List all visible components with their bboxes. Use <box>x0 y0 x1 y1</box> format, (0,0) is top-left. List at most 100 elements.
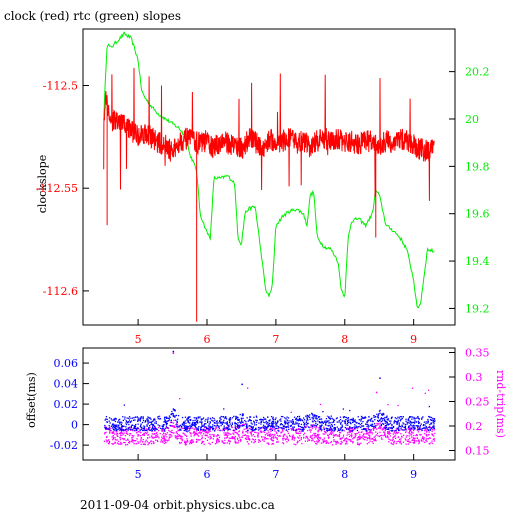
rnd-trip-point <box>271 434 273 436</box>
rnd-trip-point <box>388 438 390 440</box>
offset-point <box>119 426 121 429</box>
rnd-trip-point <box>372 429 375 431</box>
offset-point <box>347 418 349 420</box>
offset-point <box>268 420 270 422</box>
rnd-trip-point <box>407 439 409 441</box>
rnd-trip-point <box>379 428 381 430</box>
rnd-trip-point <box>327 437 330 439</box>
rnd-trip-point <box>229 437 232 440</box>
offset-point <box>282 416 284 418</box>
offset-point <box>428 426 430 429</box>
rnd-trip-point <box>241 424 244 426</box>
offset-point <box>150 421 153 423</box>
right-tick-label: 19.4 <box>465 255 490 268</box>
rnd-trip-point <box>108 442 110 444</box>
offset-point <box>263 418 265 420</box>
rnd-trip-point <box>422 436 424 438</box>
offset-point <box>221 423 223 425</box>
offset-point <box>253 416 255 418</box>
offset-point <box>311 420 314 422</box>
offset-point <box>182 421 185 423</box>
rnd-trip-point <box>142 434 144 436</box>
offset-point <box>134 430 136 432</box>
rnd-trip-point <box>366 437 368 439</box>
rnd-trip-point <box>136 438 138 440</box>
offset-point <box>405 423 407 426</box>
offset-point <box>250 428 252 431</box>
offset-point <box>403 429 405 431</box>
offset-point <box>421 418 423 420</box>
offset-point <box>204 420 206 422</box>
rnd-trip-point <box>127 438 129 440</box>
rnd-trip-point <box>428 433 430 436</box>
rnd-trip-point <box>205 432 207 434</box>
offset-point <box>347 424 349 426</box>
offset-point <box>354 424 356 426</box>
offset-point <box>320 426 322 428</box>
rnd-trip-point <box>238 433 240 436</box>
rnd-trip-point <box>318 427 320 429</box>
rnd-trip-point <box>178 429 180 432</box>
x-tick-label: 9 <box>410 333 417 346</box>
rnd-trip-point <box>429 426 431 428</box>
rnd-trip-point <box>230 433 232 435</box>
rnd-trip-point <box>380 426 382 428</box>
offset-point <box>367 424 369 426</box>
rnd-trip-point <box>304 440 306 442</box>
rnd-trip-point <box>234 437 236 439</box>
rnd-trip-point <box>312 424 314 426</box>
rnd-trip-point <box>270 427 272 429</box>
rnd-trip-point <box>297 440 299 442</box>
offset-point <box>303 419 306 421</box>
rnd-trip-point <box>156 431 158 434</box>
rnd-trip-point <box>272 436 274 438</box>
rnd-trip-point <box>357 439 359 441</box>
rnd-trip-point <box>192 439 194 441</box>
offset-point <box>174 409 176 411</box>
offset-point <box>422 424 424 427</box>
rnd-trip-point <box>163 439 165 441</box>
offset-point <box>231 417 234 419</box>
rnd-trip-point <box>415 434 418 436</box>
offset-point <box>294 423 296 425</box>
offset-point <box>189 416 191 418</box>
offset-point <box>312 415 314 417</box>
rnd-trip-point <box>129 433 131 435</box>
offset-point <box>295 429 297 431</box>
rnd-trip-point <box>426 431 428 433</box>
rnd-trip-point <box>376 424 378 426</box>
rnd-trip-point <box>125 432 127 434</box>
rnd-trip-point <box>236 432 238 434</box>
rnd-trip-point <box>329 428 332 430</box>
rnd-trip-point <box>408 428 411 430</box>
offset-point <box>417 420 420 422</box>
rnd-trip-point <box>295 444 297 446</box>
offset-point <box>250 425 252 427</box>
rnd-trip-point <box>274 430 276 432</box>
offset-point <box>221 422 223 424</box>
offset-point <box>329 426 331 428</box>
offset-point <box>140 416 142 419</box>
rnd-trip-point <box>235 431 237 434</box>
rnd-trip-point <box>384 431 386 433</box>
offset-point <box>293 426 295 428</box>
offset-point <box>152 427 154 429</box>
rnd-trip-point <box>400 433 402 435</box>
rnd-trip-point <box>325 440 328 442</box>
offset-point <box>320 428 322 430</box>
rnd-trip-point <box>287 432 289 434</box>
rnd-trip-point <box>203 428 205 430</box>
offset-point <box>201 425 203 427</box>
offset-point <box>347 420 349 422</box>
rnd-trip-point <box>157 430 160 432</box>
rnd-trip-point <box>380 434 383 437</box>
rnd-trip-point <box>395 437 397 439</box>
rnd-trip-point <box>155 436 157 438</box>
rnd-trip-point <box>159 415 161 417</box>
rnd-trip-point <box>128 442 131 444</box>
rnd-trip-point <box>351 431 354 433</box>
offset-point <box>414 427 416 429</box>
offset-point <box>183 429 185 432</box>
offset-point <box>151 420 153 422</box>
offset-point <box>191 422 193 424</box>
